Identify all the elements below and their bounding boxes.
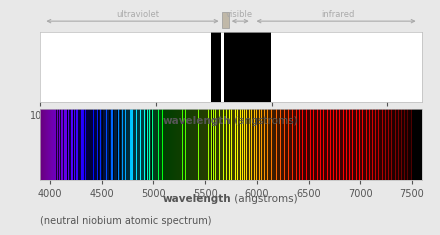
Text: ultraviolet: ultraviolet [116, 10, 159, 19]
Text: visible: visible [226, 10, 253, 19]
Text: wavelength: wavelength [162, 116, 231, 126]
Bar [211, 32, 221, 102]
Text: (angstroms): (angstroms) [231, 194, 297, 204]
Bar [224, 32, 271, 102]
Text: (angstroms): (angstroms) [231, 116, 297, 126]
Text: infrared: infrared [321, 10, 355, 19]
Bar [222, 12, 229, 28]
Bar [221, 32, 224, 102]
Text: wavelength: wavelength [162, 194, 231, 204]
Text: (neutral niobium atomic spectrum): (neutral niobium atomic spectrum) [40, 215, 211, 226]
